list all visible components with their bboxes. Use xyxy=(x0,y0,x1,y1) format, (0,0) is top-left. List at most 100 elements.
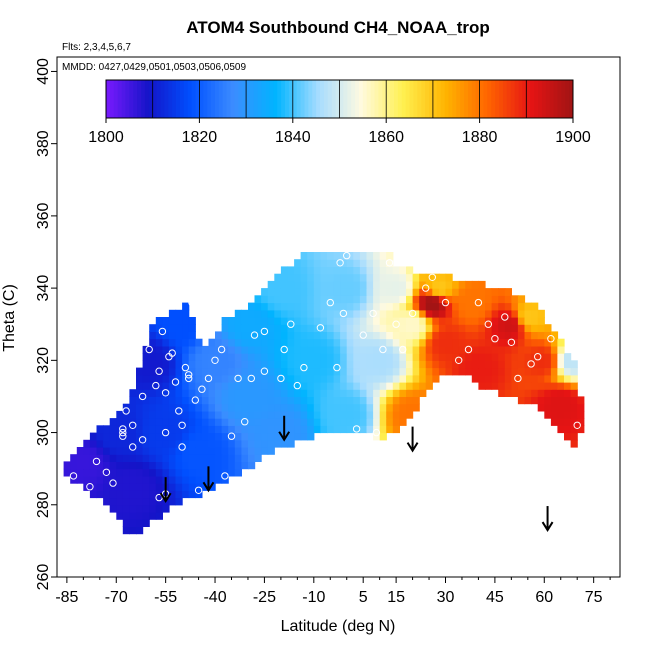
heatmap-cell xyxy=(215,447,223,455)
heatmap-cell xyxy=(445,353,453,361)
heatmap-cell xyxy=(327,317,335,325)
heatmap-cell xyxy=(287,302,295,311)
heatmap-cell xyxy=(353,280,361,289)
heatmap-cell xyxy=(359,331,368,340)
heatmap-cell xyxy=(129,504,137,513)
heatmap-cell xyxy=(267,367,275,376)
heatmap-cell xyxy=(465,367,473,376)
heatmap-cell xyxy=(327,331,335,340)
heatmap-cell xyxy=(458,295,466,304)
heatmap-cell xyxy=(221,418,229,426)
heatmap-cell xyxy=(373,288,381,296)
heatmap-cell xyxy=(379,309,387,318)
heatmap-cell xyxy=(195,410,203,419)
heatmap-cell xyxy=(175,432,183,441)
heatmap-cell xyxy=(465,345,473,354)
heatmap-cell xyxy=(142,367,150,376)
heatmap-cell xyxy=(155,331,163,340)
heatmap-cell xyxy=(544,403,552,412)
heatmap-cell xyxy=(333,425,341,434)
colorbar-swatch xyxy=(448,80,453,118)
heatmap-cell xyxy=(294,403,302,412)
heatmap-cell xyxy=(432,324,440,332)
heatmap-cell xyxy=(261,295,269,304)
heatmap-cell xyxy=(471,338,479,347)
heatmap-cell xyxy=(201,360,210,369)
heatmap-cell xyxy=(149,461,157,470)
heatmap-cell xyxy=(399,353,407,361)
heatmap-cell xyxy=(300,331,308,340)
colorbar-swatch xyxy=(530,80,535,118)
heatmap-cell xyxy=(386,309,394,318)
heatmap-cell xyxy=(307,273,315,282)
heatmap-cell xyxy=(195,374,203,383)
heatmap-cell xyxy=(188,432,196,441)
heatmap-cell xyxy=(346,338,354,347)
heatmap-cell xyxy=(116,418,124,426)
heatmap-cell xyxy=(261,396,269,405)
heatmap-cell xyxy=(201,353,210,361)
heatmap-cell xyxy=(294,389,302,397)
heatmap-cell xyxy=(234,418,242,426)
heatmap-cell xyxy=(162,418,170,426)
colorbar-swatch xyxy=(144,80,150,118)
heatmap-cell xyxy=(155,418,163,426)
colorbar-swatch xyxy=(285,80,290,118)
heatmap-cell xyxy=(419,353,427,361)
heatmap-cell xyxy=(392,295,400,304)
heatmap-cell xyxy=(228,317,236,325)
heatmap-cell xyxy=(280,410,289,419)
heatmap-cell xyxy=(504,367,512,376)
heatmap-cell xyxy=(379,302,387,311)
heatmap-cell xyxy=(346,410,354,419)
x-tick-label: 30 xyxy=(437,589,455,606)
heatmap-cell xyxy=(340,302,348,311)
heatmap-cell xyxy=(406,374,414,383)
heatmap-cell xyxy=(182,367,190,376)
colorbar-swatch xyxy=(510,80,516,118)
dates-label: MMDD: 0427,0429,0501,0503,0506,0509 xyxy=(62,62,246,73)
heatmap-cell xyxy=(83,454,91,462)
heatmap-cell xyxy=(248,382,256,390)
heatmap-cell xyxy=(287,382,295,390)
marker-arrow-head xyxy=(406,442,419,453)
heatmap-cell xyxy=(300,345,308,354)
heatmap-cell xyxy=(287,374,295,383)
observation-point xyxy=(152,381,160,390)
heatmap-cell xyxy=(182,317,190,325)
heatmap-cell xyxy=(162,504,170,513)
heatmap-cell xyxy=(346,389,354,397)
heatmap-cell xyxy=(491,309,499,318)
heatmap-cell xyxy=(570,360,578,369)
heatmap-cell xyxy=(234,324,242,332)
heatmap-cell xyxy=(155,439,163,448)
heatmap-cell xyxy=(379,410,387,419)
heatmap-cell xyxy=(287,288,295,296)
heatmap-cell xyxy=(162,331,170,340)
observation-point xyxy=(326,298,334,307)
heatmap-cell xyxy=(182,439,190,448)
heatmap-cell xyxy=(195,403,203,412)
heatmap-cell xyxy=(188,454,196,462)
heatmap-cell xyxy=(188,317,196,325)
heatmap-cell xyxy=(109,468,117,477)
colorbar-swatch xyxy=(203,80,208,118)
heatmap-cell xyxy=(478,338,486,347)
heatmap-cell xyxy=(267,447,275,455)
heatmap-cell xyxy=(287,353,295,361)
heatmap-cell xyxy=(241,461,249,470)
colorbar-swatch xyxy=(211,80,216,118)
heatmap-cell xyxy=(208,454,216,462)
heatmap-cell xyxy=(162,410,170,419)
heatmap-cell xyxy=(136,461,144,470)
heatmap-cell xyxy=(136,439,144,448)
heatmap-cell xyxy=(478,367,486,376)
heatmap-cell xyxy=(550,338,559,347)
heatmap-cell xyxy=(320,273,328,282)
heatmap-cell xyxy=(162,345,170,354)
heatmap-cell xyxy=(261,403,269,412)
heatmap-cell xyxy=(182,389,190,397)
heatmap-cell xyxy=(136,490,144,499)
heatmap-cell xyxy=(359,425,368,434)
heatmap-cell xyxy=(485,309,493,318)
